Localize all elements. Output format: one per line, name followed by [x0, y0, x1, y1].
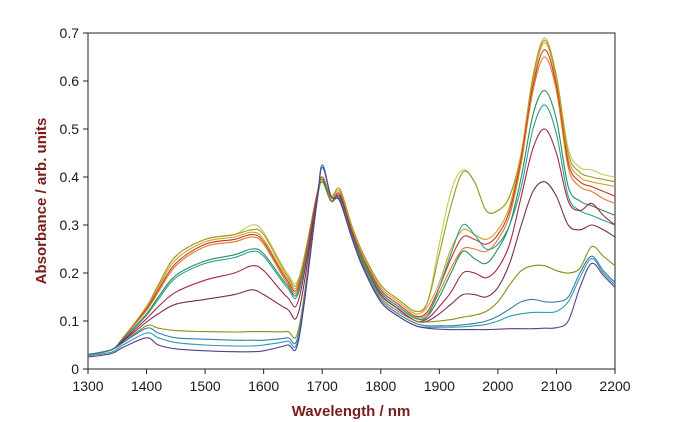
spectrum-line-2 — [87, 39, 616, 356]
y-tick-label: 0.7 — [60, 25, 80, 41]
spectrum-line-10 — [87, 176, 616, 356]
x-axis-ticks: 1300 1400 1500 1600 1700 1800 1900 2000 2100 2200 — [72, 369, 631, 394]
x-tick-label: 1600 — [248, 378, 279, 394]
x-tick-label: 2000 — [482, 378, 513, 394]
plot-frame — [87, 32, 616, 370]
y-tick-label: 0.6 — [60, 73, 80, 89]
y-tick-label: 0 — [71, 361, 79, 377]
x-tick-label: 2100 — [541, 378, 572, 394]
y-axis-ticks: 0 0.1 0.2 0.3 0.4 0.5 0.6 0.7 — [60, 25, 88, 377]
spectrum-line-13 — [87, 166, 616, 358]
x-tick-label: 2200 — [599, 378, 630, 394]
spectrum-line-4 — [87, 49, 616, 356]
x-tick-label: 1900 — [424, 378, 455, 394]
y-tick-label: 0.3 — [60, 217, 80, 233]
x-tick-label: 1500 — [190, 378, 221, 394]
spectrum-line-9 — [87, 176, 616, 356]
spectrum-line-11 — [87, 164, 616, 356]
spectrum-line-3 — [87, 42, 616, 356]
y-tick-label: 0.5 — [60, 121, 80, 137]
x-tick-label: 1400 — [131, 378, 162, 394]
y-axis-title: Absorbance / arb. units — [33, 118, 50, 285]
y-tick-label: 0.1 — [60, 313, 80, 329]
spectrum-line-7 — [87, 104, 616, 356]
y-tick-label: 0.2 — [60, 265, 80, 281]
x-tick-label: 1700 — [307, 378, 338, 394]
series-layer — [87, 37, 616, 358]
x-tick-label: 1800 — [365, 378, 396, 394]
y-tick-label: 0.4 — [60, 169, 80, 185]
x-tick-label: 1300 — [72, 378, 103, 394]
x-axis-title: Wavelength / nm — [292, 403, 411, 420]
